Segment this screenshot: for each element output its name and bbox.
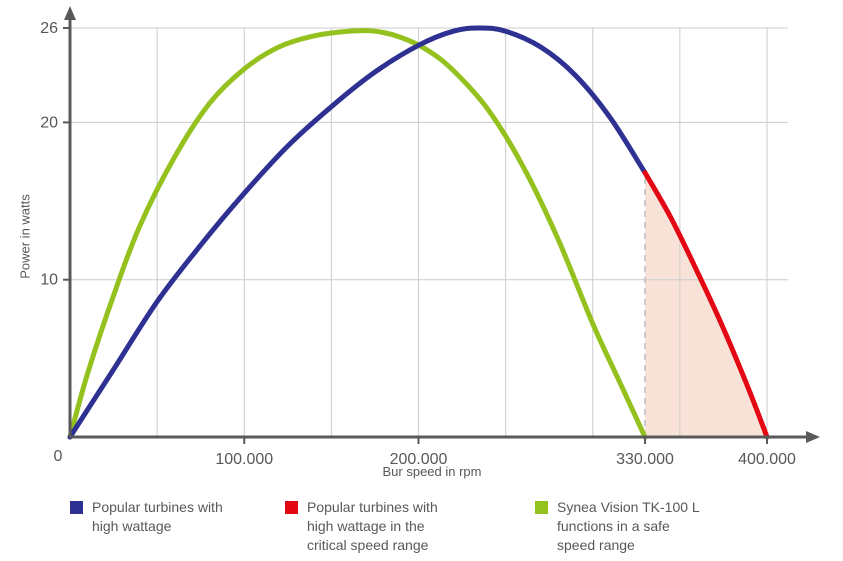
svg-text:10: 10 [40, 272, 58, 289]
x-axis-title: Bur speed in rpm [382, 464, 482, 479]
legend-line: functions in a safe [557, 518, 670, 534]
legend-label: Popular turbines with high wattage in th… [307, 498, 438, 555]
svg-text:400.000: 400.000 [738, 451, 796, 468]
legend-line: Popular turbines with [92, 499, 223, 515]
legend-line: Synea Vision TK-100 L [557, 499, 700, 515]
legend-swatch-0 [70, 501, 83, 514]
svg-text:0: 0 [54, 448, 63, 465]
svg-text:330.000: 330.000 [616, 451, 674, 468]
legend-line: high wattage in the [307, 518, 425, 534]
chart-canvas: 0 100.000 200.000 330.000 400.000 10 20 26 [40, 6, 820, 468]
legend-item-synea-vision: Synea Vision TK-100 L functions in a saf… [535, 498, 700, 555]
svg-text:100.000: 100.000 [215, 451, 273, 468]
legend-line: speed range [557, 537, 635, 553]
y-axis-title: Power in watts [17, 194, 33, 279]
legend-line: high wattage [92, 518, 172, 534]
svg-text:200.000: 200.000 [390, 451, 448, 468]
legend-label: Synea Vision TK-100 L functions in a saf… [557, 498, 700, 555]
legend-swatch-2 [535, 501, 548, 514]
legend-line: critical speed range [307, 537, 429, 553]
legend-item-critical-range: Popular turbines with high wattage in th… [285, 498, 438, 555]
legend-line: Popular turbines with [307, 499, 438, 515]
legend-item-high-wattage: Popular turbines with high wattage [70, 498, 223, 536]
legend-swatch-1 [285, 501, 298, 514]
legend-label: Popular turbines with high wattage [92, 498, 223, 536]
svg-text:26: 26 [40, 20, 58, 37]
svg-text:20: 20 [40, 114, 58, 131]
